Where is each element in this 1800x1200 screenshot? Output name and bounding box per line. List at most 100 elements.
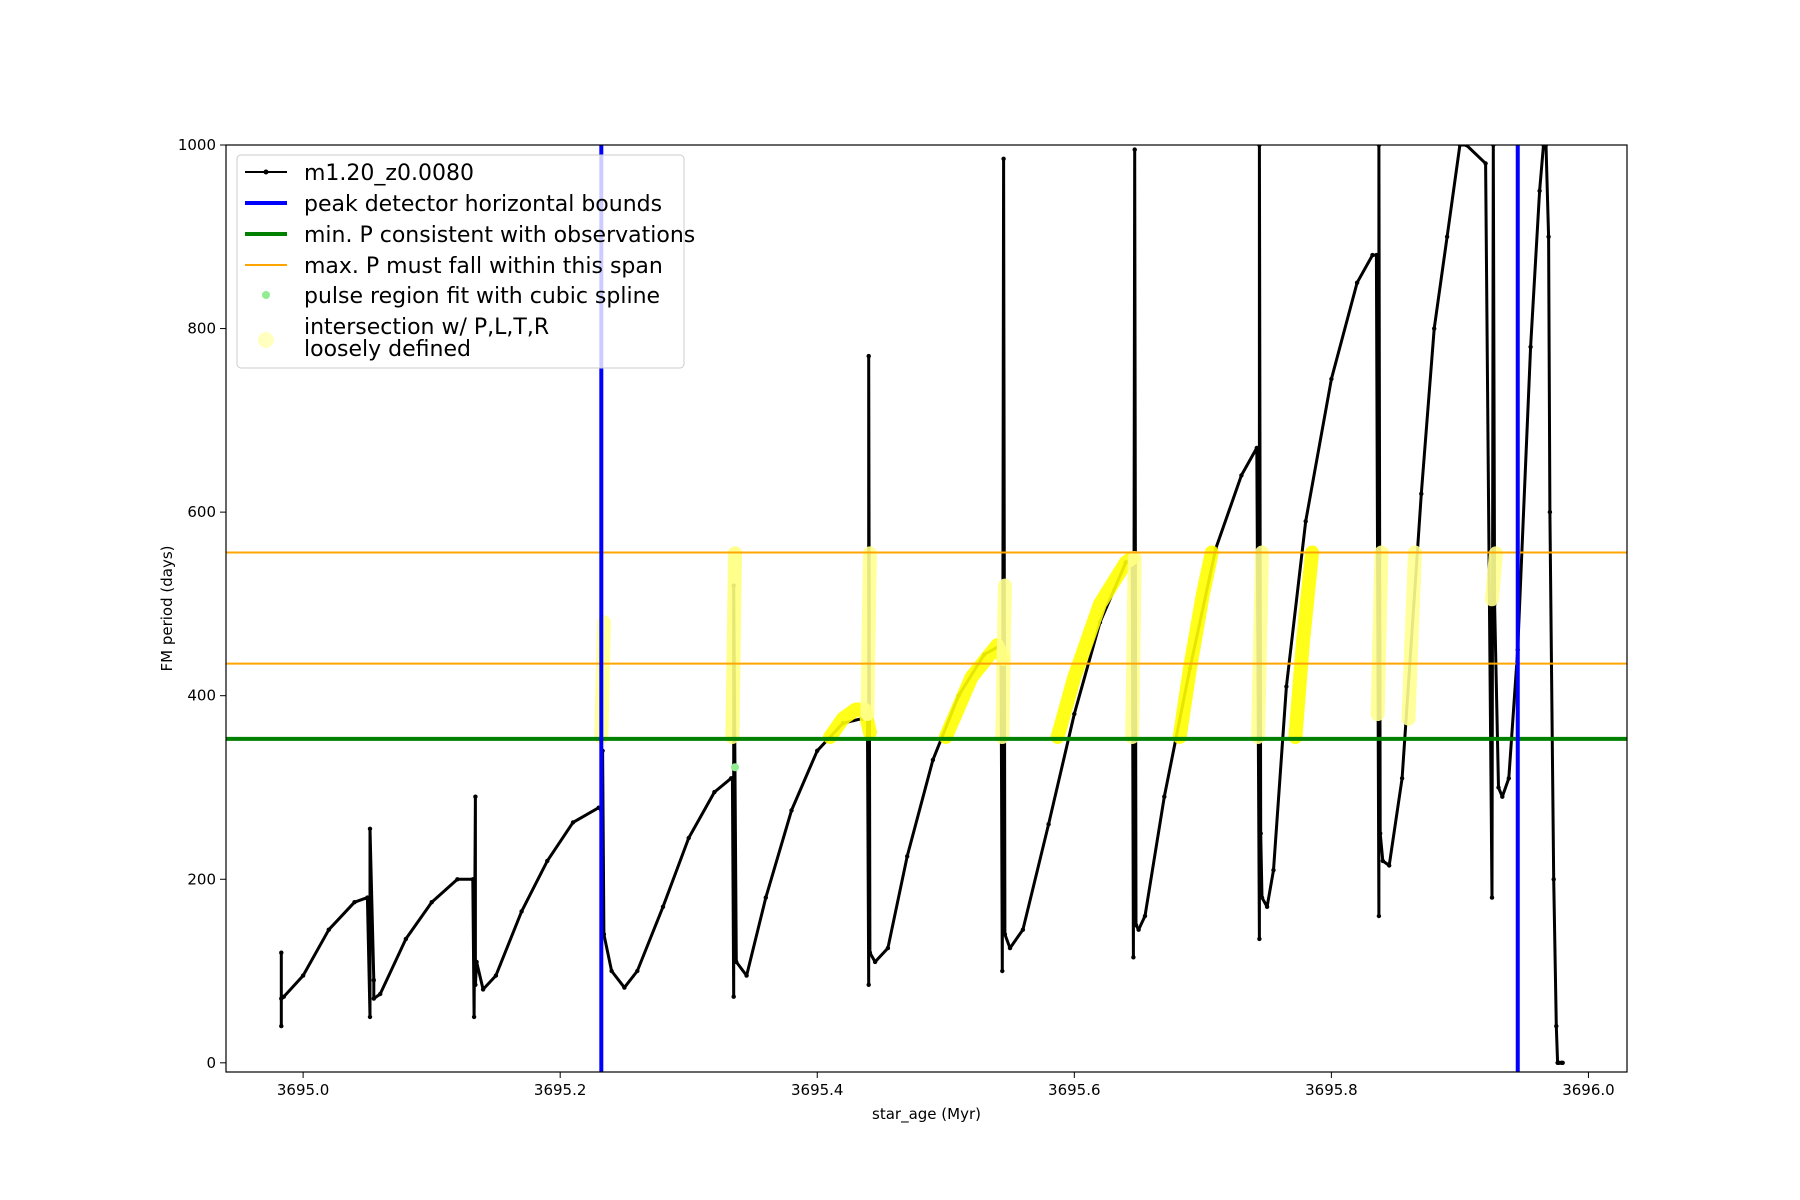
series-point: [1131, 955, 1136, 960]
series-point: [1554, 1023, 1559, 1029]
series-point: [1537, 188, 1542, 194]
series-point: [1374, 252, 1379, 258]
intersection-segment-9: [1251, 545, 1269, 744]
series-point: [545, 858, 550, 864]
intersection-segment-12: [1401, 545, 1422, 726]
axes: 3695.0 3695.2 3695.4 3695.6 3695.8 3696.0 0 200…: [178, 136, 1628, 1099]
series-point: [815, 748, 820, 753]
series-point: [1546, 234, 1551, 239]
series-point: [1000, 968, 1005, 974]
intersection-segment-13: [1485, 546, 1503, 607]
x-tick-label: 3695.6: [1048, 1081, 1101, 1099]
x-tick-label: 3695.2: [534, 1081, 587, 1099]
series-point: [471, 1014, 477, 1020]
series-point: [1142, 913, 1148, 919]
x-tick-label: 3695.8: [1305, 1081, 1358, 1099]
series-point: [866, 353, 871, 359]
series-point: [1259, 895, 1265, 900]
series-point: [570, 820, 576, 825]
series-point: [1162, 794, 1167, 799]
legend-label: loosely defined: [304, 337, 471, 362]
series-point: [1506, 776, 1512, 781]
plot-frame: [225, 144, 1628, 1073]
series-point: [279, 1023, 284, 1029]
series-point: [789, 808, 794, 813]
intersection-segment-11: [1370, 545, 1389, 721]
y-tick-label: 600: [187, 503, 216, 521]
series-point: [367, 826, 373, 831]
spline-point-0: [730, 763, 739, 772]
series-point: [365, 895, 370, 900]
intersection-segment-3: [860, 546, 877, 721]
intersection-segment-5: [995, 578, 1012, 744]
series-point: [1376, 913, 1382, 919]
series-point: [1072, 711, 1077, 717]
y-tick-label: 400: [187, 687, 216, 705]
series-point: [1370, 252, 1375, 258]
series-point: [712, 789, 717, 795]
intersection-segment-6: [1050, 551, 1140, 744]
series-line-0: [279, 145, 1563, 1065]
series-point: [867, 950, 873, 955]
intersection-segment-1: [725, 546, 742, 744]
x-tick-label: 3695.4: [791, 1081, 844, 1099]
series-point: [1303, 519, 1308, 524]
series-point: [281, 994, 286, 999]
plot-clip-group: [226, 145, 1627, 1072]
series-point: [1432, 326, 1437, 331]
legend-label: min. P consistent with observations: [304, 223, 695, 248]
series-point: [1329, 376, 1334, 382]
series-point: [474, 959, 479, 965]
legend-label: intersection w/ P,L,T,R: [304, 315, 549, 340]
legend-label: peak detector horizontal bounds: [304, 192, 662, 217]
y-axis-label: FM period (days): [158, 546, 176, 672]
series-point: [744, 973, 749, 978]
legend-handle-dot: [258, 332, 274, 348]
series-point: [1264, 904, 1270, 909]
series-point: [1001, 156, 1006, 161]
series-point: [1419, 491, 1424, 496]
series-point: [866, 982, 871, 987]
series-point: [1483, 161, 1488, 166]
series-point: [1257, 936, 1262, 942]
series-point: [885, 945, 891, 951]
series-point: [371, 978, 376, 983]
series-point: [609, 968, 614, 974]
series-point: [1046, 822, 1051, 827]
series-point: [1380, 858, 1386, 864]
series-point: [519, 909, 524, 914]
series-point: [493, 973, 499, 978]
series-point: [1271, 867, 1276, 873]
series-point: [1002, 932, 1008, 937]
series-point: [378, 991, 383, 997]
series-point: [371, 996, 376, 1001]
series-point: [429, 900, 434, 905]
series-point: [1444, 234, 1450, 239]
intersection-segment-10: [1288, 545, 1320, 744]
plot-area: [226, 145, 1627, 1072]
series-point: [686, 835, 691, 841]
series-point: [1258, 831, 1263, 836]
series-point: [660, 904, 666, 909]
series-point: [1560, 1060, 1565, 1066]
series-point: [1500, 794, 1505, 799]
series-point: [872, 959, 878, 965]
series-point: [1547, 509, 1553, 515]
series-point: [326, 927, 331, 932]
series-point: [473, 982, 478, 987]
series-point: [905, 854, 910, 859]
series-point: [734, 959, 739, 965]
series-point: [473, 794, 478, 799]
legend-label: pulse region fit with cubic spline: [304, 284, 660, 309]
series-point: [279, 950, 284, 955]
x-axis-label: star_age (Myr): [872, 1105, 981, 1124]
series-point: [635, 968, 640, 974]
intersection-segment-8: [1172, 545, 1219, 744]
series-point: [1489, 895, 1495, 900]
y-tick-label: 0: [206, 1054, 216, 1072]
series-point: [1007, 945, 1013, 951]
series-point: [470, 877, 475, 882]
series-point: [731, 994, 736, 999]
